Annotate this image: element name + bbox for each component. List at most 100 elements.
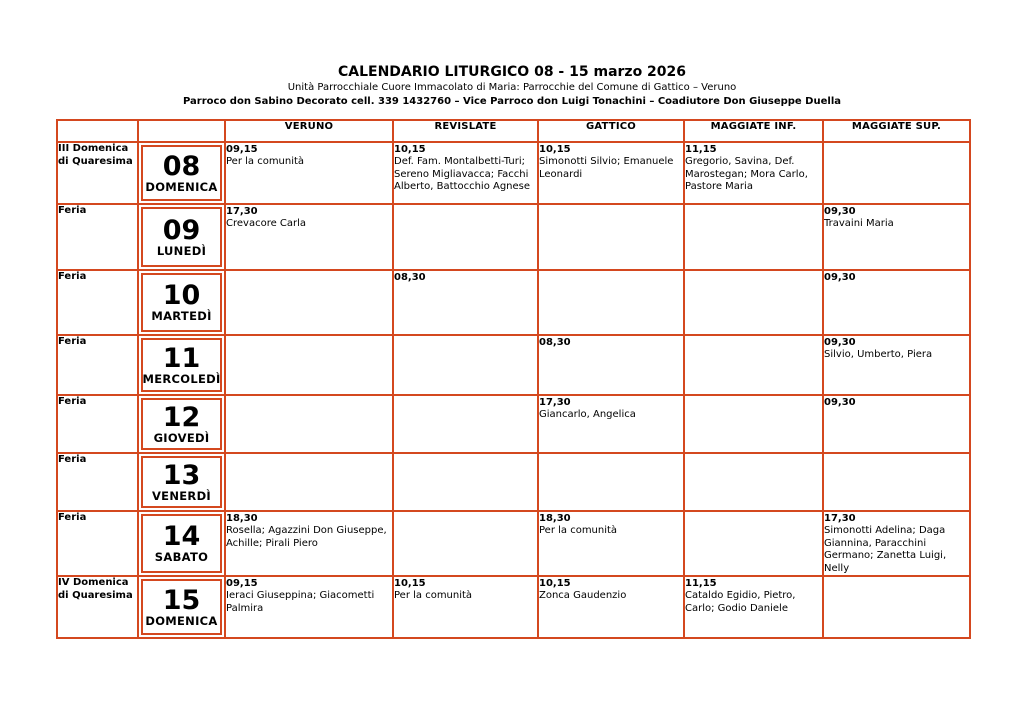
mass-cell-revislate-11 — [392, 334, 539, 396]
weekday-label: SABATO — [154, 550, 209, 564]
mass-intentions: Gregorio, Savina, Def. Marostegan; Mora … — [685, 156, 808, 192]
column-header-maggiate-inf: MAGGIATE INF. — [683, 119, 824, 143]
date-header-spacer — [137, 119, 226, 143]
date-cell-12: 12 GIOVEDÌ — [137, 394, 226, 454]
date-cell-09: 09 LUNEDÌ — [137, 203, 226, 271]
mass-intentions: Cataldo Egidio, Pietro, Carlo; Godio Dan… — [685, 590, 796, 614]
liturgical-day-label: Feria — [56, 269, 139, 336]
liturgical-day-label: III Domenica di Quaresima — [56, 141, 139, 205]
weekday-label: VENERDÌ — [151, 488, 212, 503]
calendar-table-body: III Domenica di Quaresima 08 DOMENICA 09,15… — [56, 141, 971, 639]
date-cell-13: 13 VENERDÌ — [137, 452, 226, 512]
mass-time: 09,15 — [226, 144, 258, 155]
mass-cell-maggiate-sup-13 — [822, 452, 971, 512]
weekday-label: DOMENICA — [145, 179, 218, 194]
mass-cell-revislate-12 — [392, 394, 539, 454]
mass-cell-veruno-14: 18,30 Rosella; Agazzini Don Giuseppe, Ach… — [224, 510, 394, 577]
date-box: 08 DOMENICA — [141, 145, 222, 201]
mass-intentions: Zonca Gaudenzio — [539, 590, 627, 601]
mass-intentions: Per la comunità — [394, 590, 473, 601]
date-box: 15 DOMENICA — [141, 579, 222, 635]
weekday-label: LUNEDÌ — [156, 243, 207, 258]
mass-cell-maggiate-inf-09 — [683, 203, 824, 271]
mass-time: 09,30 — [824, 206, 856, 217]
date-number: 12 — [162, 401, 201, 433]
mass-cell-maggiate-inf-12 — [683, 394, 824, 454]
liturgical-day-label: Feria — [56, 452, 139, 512]
mass-time: 08,30 — [539, 337, 571, 348]
weekday-label: DOMENICA — [145, 613, 218, 628]
mass-cell-veruno-11 — [224, 334, 394, 396]
date-number: 08 — [162, 150, 201, 182]
mass-time: 10,15 — [394, 578, 426, 589]
date-number: 11 — [162, 342, 201, 374]
mass-intentions: Simonotti Silvio; Emanuele Leonardi — [539, 156, 674, 180]
weekday-label: MARTEDÌ — [151, 309, 212, 323]
mass-cell-gattico-08: 10,15 Simonotti Silvio; Emanuele Leonardi — [537, 141, 685, 205]
mass-cell-maggiate-inf-13 — [683, 452, 824, 512]
date-cell-15: 15 DOMENICA — [137, 575, 226, 639]
mass-cell-maggiate-inf-08: 11,15 Gregorio, Savina, Def. Marostegan; … — [683, 141, 824, 205]
mass-cell-revislate-15: 10,15 Per la comunità — [392, 575, 539, 639]
column-header-row: VERUNO REVISLATE GATTICO MAGGIATE INF. MAGGI… — [56, 119, 971, 143]
mass-intentions: Per la comunità — [226, 156, 305, 167]
mass-intentions: Def. Fam. Montalbetti-Turi; Sereno Migli… — [394, 156, 531, 192]
mass-time: 10,15 — [539, 144, 571, 155]
liturgical-calendar-table: VERUNO REVISLATE GATTICO MAGGIATE INF. MAGGI… — [56, 119, 971, 639]
calendar-row-09: Feria 09 LUNEDÌ 17,30 Crevacore Carla 09,30 Tr… — [56, 203, 971, 271]
mass-cell-maggiate-sup-12: 09,30 — [822, 394, 971, 454]
mass-time: 09,30 — [824, 272, 856, 283]
mass-cell-gattico-14: 18,30 Per la comunità — [537, 510, 685, 577]
calendar-row-11: Feria 11 MERCOLEDÌ 08,30 09,30 Silvio, Umbert… — [56, 334, 971, 396]
date-number: 13 — [162, 459, 201, 491]
mass-cell-gattico-13 — [537, 452, 685, 512]
mass-intentions: Travaini Maria — [824, 218, 894, 229]
mass-time: 08,30 — [394, 272, 426, 283]
mass-cell-maggiate-inf-14 — [683, 510, 824, 577]
mass-time: 11,15 — [685, 144, 717, 155]
mass-cell-veruno-13 — [224, 452, 394, 512]
date-number: 14 — [162, 521, 201, 552]
mass-cell-veruno-10 — [224, 269, 394, 336]
date-number: 09 — [162, 214, 201, 246]
mass-cell-maggiate-inf-10 — [683, 269, 824, 336]
date-box: 14 SABATO — [141, 514, 222, 573]
calendar-row-12: Feria 12 GIOVEDÌ 17,30 Giancarlo, Angelica 09… — [56, 394, 971, 454]
calendar-table-head: VERUNO REVISLATE GATTICO MAGGIATE INF. MAGGI… — [56, 119, 971, 143]
calendar-row-14: Feria 14 SABATO 18,30 Rosella; Agazzini Don … — [56, 510, 971, 577]
date-number: 15 — [162, 584, 201, 616]
mass-intentions: Rosella; Agazzini Don Giuseppe, Achille;… — [226, 525, 387, 549]
date-number: 10 — [162, 280, 201, 311]
mass-cell-revislate-13 — [392, 452, 539, 512]
date-cell-08: 08 DOMENICA — [137, 141, 226, 205]
mass-intentions: Ieraci Giuseppina; Giacometti Palmira — [226, 590, 375, 614]
date-box: 13 VENERDÌ — [141, 456, 222, 508]
date-cell-14: 14 SABATO — [137, 510, 226, 577]
mass-time: 17,30 — [226, 206, 258, 217]
mass-time: 18,30 — [539, 513, 571, 524]
date-cell-11: 11 MERCOLEDÌ — [137, 334, 226, 396]
mass-cell-veruno-12 — [224, 394, 394, 454]
calendar-row-08: III Domenica di Quaresima 08 DOMENICA 09,15… — [56, 141, 971, 205]
date-box: 10 MARTEDÌ — [141, 273, 222, 332]
mass-time: 09,30 — [824, 397, 856, 408]
mass-intentions: Simonotti Adelina; Daga Giannina, Paracc… — [824, 525, 947, 574]
mass-cell-gattico-09 — [537, 203, 685, 271]
mass-cell-gattico-11: 08,30 — [537, 334, 685, 396]
mass-cell-revislate-09 — [392, 203, 539, 271]
mass-cell-maggiate-sup-11: 09,30 Silvio, Umberto, Piera — [822, 334, 971, 396]
mass-time: 09,15 — [226, 578, 258, 589]
mass-cell-maggiate-sup-15 — [822, 575, 971, 639]
column-header-maggiate-sup: MAGGIATE SUP. — [822, 119, 971, 143]
mass-time: 17,30 — [539, 397, 571, 408]
calendar-row-15: IV Domenica di Quaresima 15 DOMENICA 09,15 I… — [56, 575, 971, 639]
mass-cell-gattico-10 — [537, 269, 685, 336]
document-header: CALENDARIO LITURGICO 08 - 15 marzo 2026 … — [0, 64, 1024, 108]
column-header-gattico: GATTICO — [537, 119, 685, 143]
mass-cell-maggiate-sup-14: 17,30 Simonotti Adelina; Daga Giannina, P… — [822, 510, 971, 577]
mass-cell-veruno-15: 09,15 Ieraci Giuseppina; Giacometti Palmi… — [224, 575, 394, 639]
mass-cell-maggiate-inf-15: 11,15 Cataldo Egidio, Pietro, Carlo; Godi… — [683, 575, 824, 639]
mass-intentions: Giancarlo, Angelica — [539, 409, 636, 420]
liturgical-day-header-spacer — [56, 119, 139, 143]
